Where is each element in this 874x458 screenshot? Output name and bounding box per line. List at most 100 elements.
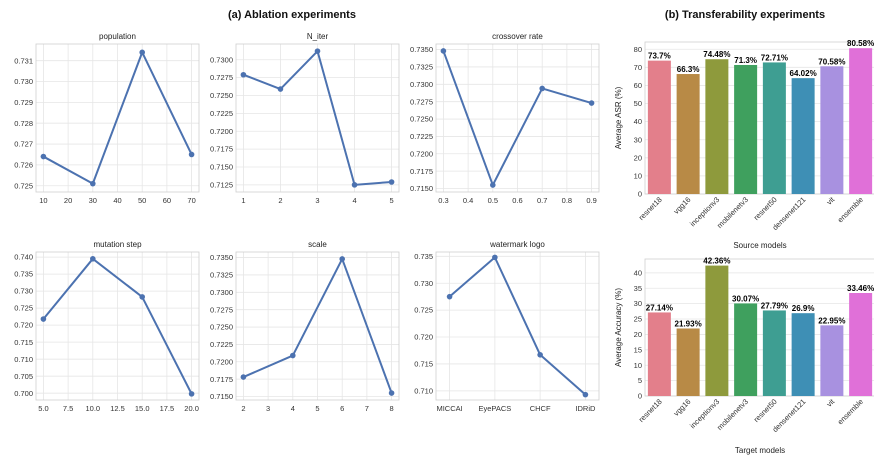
y-tick-label: 25 (634, 315, 642, 324)
bar-mobilenetv3 (734, 303, 758, 396)
data-point (339, 256, 345, 262)
x-tick-label: 7 (365, 404, 369, 413)
x-tick-label: resnet50 (752, 195, 779, 222)
y-tick-label: 0.7300 (210, 288, 233, 297)
bar-vit (820, 66, 844, 194)
data-point (539, 85, 545, 92)
y-tick-label: 0.7275 (210, 305, 233, 314)
x-tick-label: IDRiD (575, 404, 596, 413)
data-label: 71.3% (734, 56, 757, 65)
x-tick-label: 20.0 (184, 404, 199, 413)
y-tick-label: 50 (634, 99, 642, 108)
y-tick-label: 0.725 (414, 306, 433, 315)
x-tick-label: 8 (390, 404, 394, 413)
y-tick-label: 0.735 (14, 270, 33, 279)
chart-panel-3: 0.7150 0.7175 0.7200 0.7225 0.7250 0.7275 0.73… (410, 32, 600, 205)
x-tick-label: ensemble (836, 397, 865, 426)
y-tick-label: 0.7350 (410, 45, 433, 54)
plot-frame (235, 251, 400, 401)
data-label: 70.58% (818, 57, 845, 66)
series-line (42, 51, 193, 185)
x-tick-label: 0.8 (562, 196, 572, 205)
x-tick-label: 20 (64, 196, 72, 205)
ablation-title: (a) Ablation experiments (228, 9, 356, 21)
y-tick-label: 0 (638, 392, 642, 401)
x-tick-label: 0.9 (586, 196, 596, 205)
y-tick-label: 0.726 (14, 161, 33, 170)
y-tick-label: 0.7300 (210, 55, 233, 64)
chart-panel-5: 0.7150 0.7175 0.7200 0.7225 0.7250 0.7275 0.73… (210, 240, 400, 413)
subplot-title: mutation step (93, 240, 142, 249)
bar-densenet121 (791, 78, 815, 194)
bar-ensemble (849, 292, 873, 396)
plot-frame (35, 251, 200, 401)
y-tick-label: 0.7200 (210, 127, 233, 136)
y-tick-label: 0.7150 (210, 392, 233, 401)
subplot-title: scale (308, 240, 327, 249)
data-point (588, 100, 595, 106)
y-tick-label: 0.7150 (210, 163, 233, 172)
data-label: 33.46% (847, 284, 874, 293)
x-tick-label: 12.5 (110, 404, 125, 413)
series-line (42, 257, 193, 395)
data-point (139, 294, 145, 300)
x-tick-label: 0.4 (463, 196, 473, 205)
y-tick-label: 0.7200 (410, 149, 433, 158)
plot-frame (435, 43, 600, 193)
x-tick-label: vgg16 (672, 195, 693, 216)
y-tick-label: 0.710 (14, 355, 33, 364)
y-tick-label: 10 (634, 361, 642, 370)
data-label: 64.02% (790, 69, 817, 78)
x-tick-label: 60 (163, 196, 171, 205)
y-tick-label: 0.729 (14, 98, 33, 107)
y-tick-label: 0.7300 (410, 80, 433, 89)
data-label: 22.95% (818, 316, 845, 325)
bar-resnet18 (647, 60, 671, 195)
y-tick-label: 0.727 (14, 140, 33, 149)
data-label: 26.9% (792, 304, 815, 313)
y-tick-label: 30 (634, 299, 642, 308)
y-tick-label: 0.740 (14, 253, 33, 262)
y-tick-label: 0.705 (14, 372, 33, 381)
bar-vgg16 (676, 74, 700, 194)
y-tick-label: 0.728 (14, 119, 33, 128)
data-label: 27.79% (761, 301, 788, 310)
bar-vgg16 (676, 328, 700, 396)
y-tick-label: 0.730 (414, 279, 433, 288)
subplot-title: watermark logo (489, 240, 545, 249)
y-tick-label: 40 (634, 117, 642, 126)
y-tick-label: 60 (634, 81, 642, 90)
bar-ensemble (849, 48, 873, 195)
series-line (243, 257, 393, 394)
chart-panel-1: 0.725 0.726 0.727 0.728 0.729 0.730 0.731 10 20 3… (14, 32, 200, 205)
x-tick-label: resnet18 (637, 195, 664, 222)
x-tick-label: 50 (138, 196, 146, 205)
y-tick-label: 0.7125 (210, 180, 233, 189)
x-tick-label: 15.0 (135, 404, 150, 413)
data-point (240, 71, 247, 78)
data-point (446, 293, 453, 300)
x-tick-label: 0.6 (512, 196, 522, 205)
data-point (90, 180, 96, 187)
x-tick-label: 6 (340, 404, 344, 413)
y-tick-label: 0.7325 (210, 271, 233, 280)
plot-frame (644, 41, 874, 195)
chart-panel-6: 0.710 0.715 0.720 0.725 0.730 0.735 MICCAI EyeP… (414, 240, 600, 413)
x-tick-label: EyePACS (478, 404, 511, 413)
x-tick-label: 5 (315, 404, 319, 413)
bar-vit (820, 325, 844, 396)
data-point (188, 151, 195, 158)
data-point (277, 86, 284, 92)
plot-frame (644, 258, 874, 397)
data-point (40, 316, 47, 322)
y-tick-label: 0.7275 (410, 97, 433, 106)
data-point (582, 391, 589, 398)
y-tick-label: 0.7150 (410, 184, 433, 193)
chart-panel-4: 0.700 0.705 0.710 0.715 0.720 0.725 0.730 0.735… (14, 240, 200, 413)
y-tick-label: 0.7275 (210, 73, 233, 82)
y-tick-label: 80 (634, 45, 642, 54)
data-label: 80.58% (847, 39, 874, 48)
x-tick-label: 4 (291, 404, 295, 413)
chart-panel-2: 0.7125 0.7150 0.7175 0.7200 0.7225 0.7250 0.72… (210, 32, 400, 205)
y-tick-label: 0.7350 (210, 253, 233, 262)
